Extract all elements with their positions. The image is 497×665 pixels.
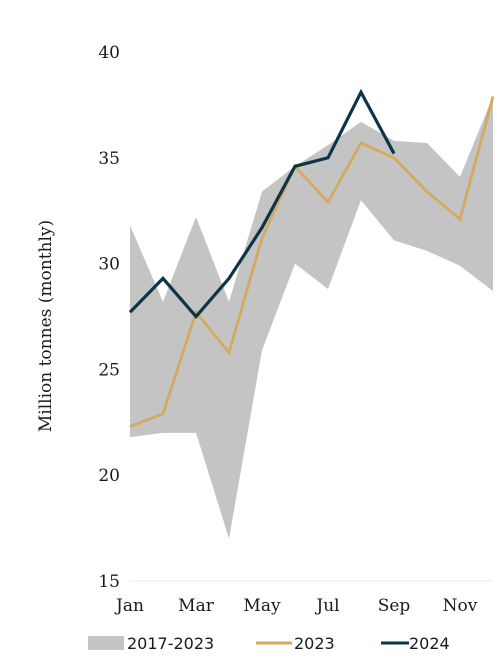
x-axis-ticks: Jan Mar May Jul Sep Nov [114, 596, 478, 616]
plot-area [128, 88, 495, 539]
legend: 2017-2023 2023 2024 [88, 634, 450, 653]
y-tick-label: 15 [98, 572, 120, 592]
x-tick-label: Mar [178, 596, 215, 616]
y-tick-label: 40 [98, 43, 120, 63]
x-tick-label: May [243, 596, 281, 616]
legend-label-range: 2017-2023 [127, 634, 214, 653]
legend-swatch-range [88, 636, 124, 650]
y-tick-label: 25 [98, 360, 120, 380]
y-axis-ticks: 15 20 25 30 35 40 [98, 43, 120, 592]
y-tick-label: 30 [98, 255, 120, 275]
x-tick-label: Jul [314, 596, 339, 616]
y-tick-label: 20 [98, 466, 120, 486]
range-band-area [130, 96, 493, 539]
legend-label-2024: 2024 [409, 634, 450, 653]
y-axis-label: Million tonnes (monthly) [36, 220, 56, 432]
y-tick-label: 35 [98, 149, 120, 169]
series-line-2024 [128, 88, 396, 319]
legend-label-2023: 2023 [294, 634, 335, 653]
x-tick-label: Nov [443, 596, 478, 616]
series-line-2023 [129, 96, 495, 428]
x-tick-label: Jan [114, 596, 144, 616]
x-tick-label: Sep [378, 596, 411, 616]
